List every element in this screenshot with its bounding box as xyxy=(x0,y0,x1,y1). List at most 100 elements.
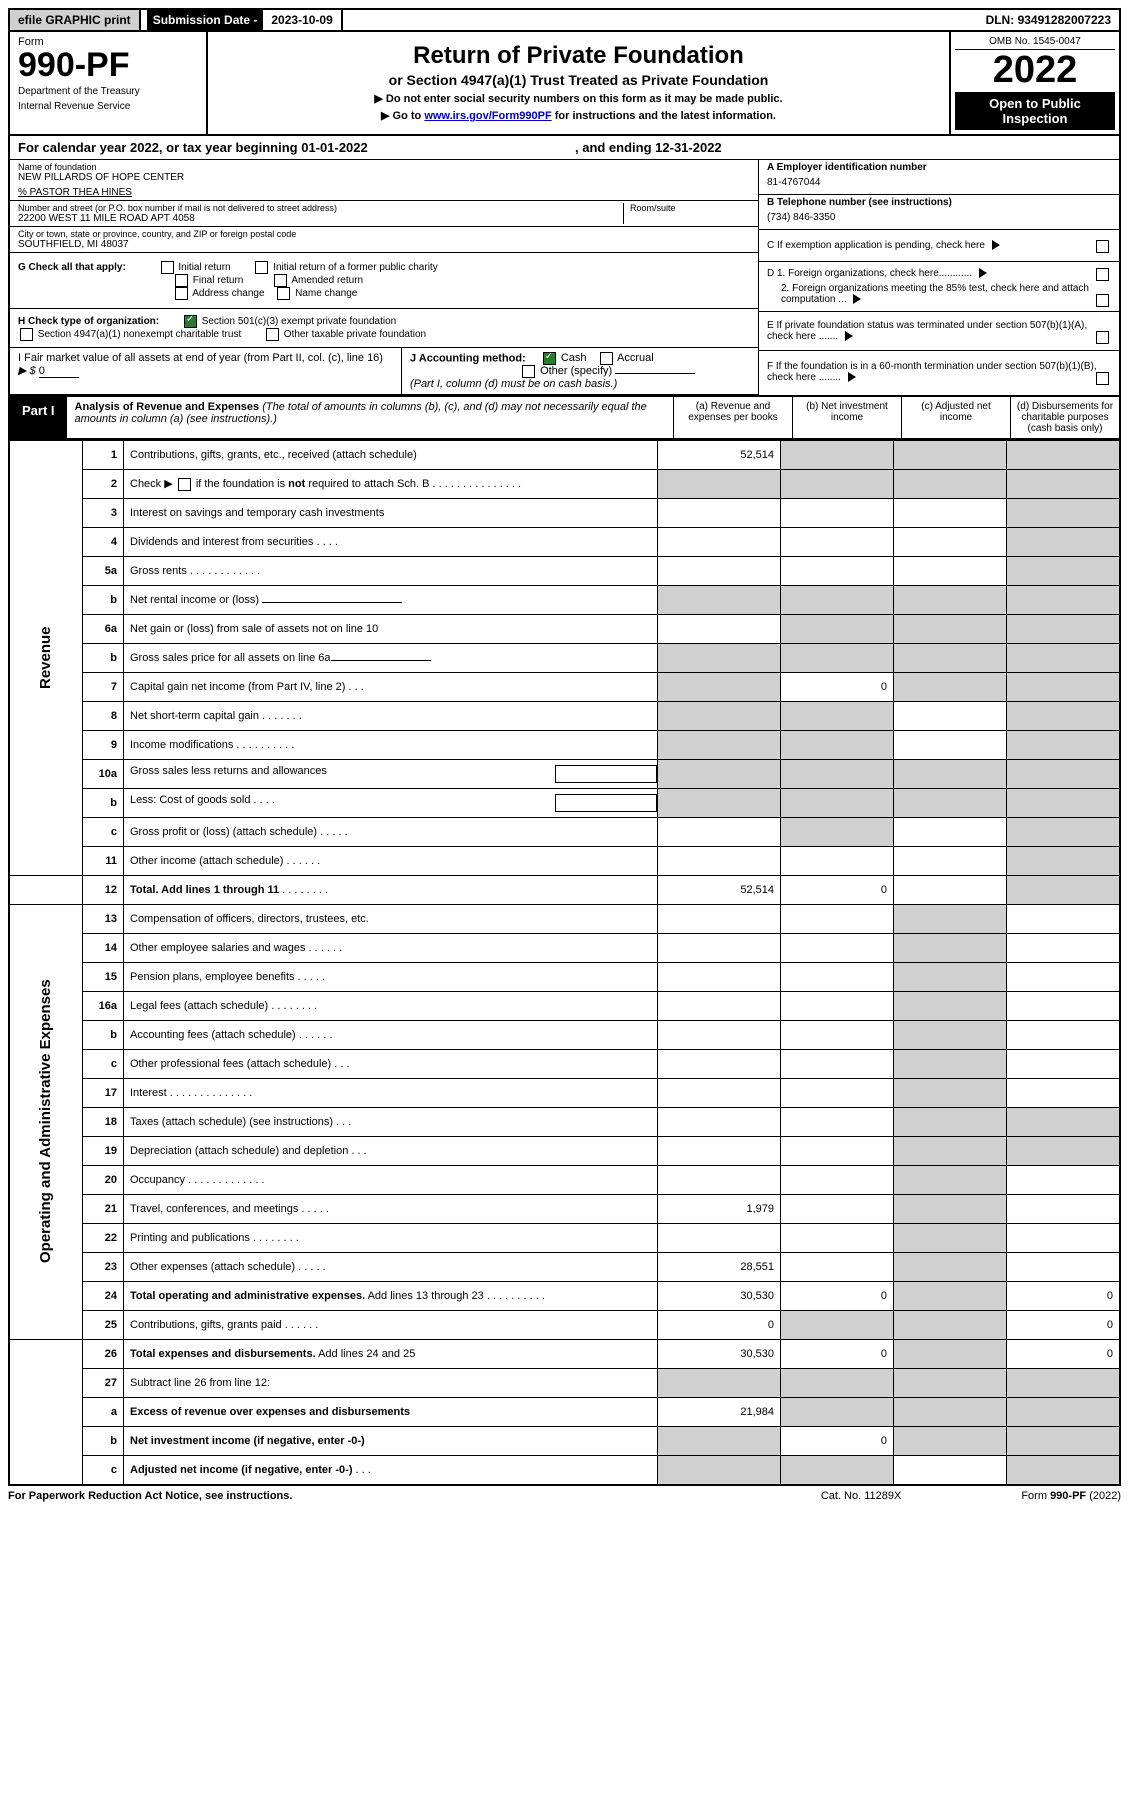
row-num: 18 xyxy=(83,1107,124,1136)
4947-checkbox[interactable] xyxy=(20,328,33,341)
room-suite-label: Room/suite xyxy=(630,203,750,213)
city-value: SOUTHFIELD, MI 48037 xyxy=(18,239,750,250)
row-desc: Capital gain net income (from Part IV, l… xyxy=(130,681,345,693)
row-num: 27 xyxy=(83,1368,124,1397)
row-num: 3 xyxy=(83,498,124,527)
amended-return-checkbox[interactable] xyxy=(274,274,287,287)
row-desc: Contributions, gifts, grants, etc., rece… xyxy=(124,440,658,469)
address-label: Number and street (or P.O. box number if… xyxy=(18,203,623,213)
irs-link[interactable]: www.irs.gov/Form990PF xyxy=(424,110,551,122)
h-label: H Check type of organization: xyxy=(18,316,159,327)
j-accrual-label: Accrual xyxy=(617,352,654,364)
initial-former-checkbox[interactable] xyxy=(255,261,268,274)
tel-value: (734) 846-3350 xyxy=(767,208,1111,227)
arrow-icon xyxy=(992,240,1000,250)
row-val-a: 28,551 xyxy=(658,1252,781,1281)
e-checkbox[interactable] xyxy=(1096,331,1109,344)
irs-label: Internal Revenue Service xyxy=(18,101,198,112)
address-change-checkbox[interactable] xyxy=(175,287,188,300)
c-checkbox[interactable] xyxy=(1096,240,1109,253)
arrow-icon xyxy=(853,294,861,304)
g-addr-label: Address change xyxy=(192,288,264,299)
ein-label: A Employer identification number xyxy=(767,162,927,173)
page-footer: For Paperwork Reduction Act Notice, see … xyxy=(8,1486,1121,1506)
row-num: 9 xyxy=(83,730,124,759)
col-d-header: (d) Disbursements for charitable purpose… xyxy=(1010,397,1119,438)
c-label: C If exemption application is pending, c… xyxy=(767,240,985,251)
row-num: c xyxy=(83,817,124,846)
row-desc: Net gain or (loss) from sale of assets n… xyxy=(124,614,658,643)
row-val-a: 30,530 xyxy=(658,1339,781,1368)
row-desc: Other professional fees (attach schedule… xyxy=(130,1058,331,1070)
row-desc: Subtract line 26 from line 12: xyxy=(124,1368,658,1397)
f-label: F If the foundation is in a 60-month ter… xyxy=(767,361,1097,383)
row-num: c xyxy=(83,1455,124,1485)
col-c-header: (c) Adjusted net income xyxy=(901,397,1010,438)
accrual-checkbox[interactable] xyxy=(600,352,613,365)
schb-checkbox[interactable] xyxy=(178,478,191,491)
row-val-a: 52,514 xyxy=(658,440,781,469)
submission-date-label: Submission Date - xyxy=(147,10,264,30)
g-name-label: Name change xyxy=(295,288,357,299)
d1-checkbox[interactable] xyxy=(1096,268,1109,281)
efile-print-button[interactable]: efile GRAPHIC print xyxy=(10,10,141,30)
501c3-checkbox[interactable] xyxy=(184,315,197,328)
arrow-icon xyxy=(848,372,856,382)
dln-value: 93491282007223 xyxy=(1018,13,1111,27)
row-num: b xyxy=(83,585,124,614)
row-desc: Occupancy xyxy=(130,1174,185,1186)
row-num: b xyxy=(83,788,124,817)
g-label: G Check all that apply: xyxy=(18,262,126,273)
row-num: 22 xyxy=(83,1223,124,1252)
other-taxable-checkbox[interactable] xyxy=(266,328,279,341)
row-desc: Taxes (attach schedule) (see instruction… xyxy=(130,1116,333,1128)
row-num: 19 xyxy=(83,1136,124,1165)
submission-date-value: 2023-10-09 xyxy=(263,10,342,30)
row-desc: Gross sales price for all assets on line… xyxy=(130,652,331,664)
form-subtitle: or Section 4947(a)(1) Trust Treated as P… xyxy=(216,72,941,88)
table-row: 2 Check ▶ if the foundation is not requi… xyxy=(9,469,1120,498)
calendar-year-row: For calendar year 2022, or tax year begi… xyxy=(8,136,1121,160)
row-desc: Net rental income or (loss) xyxy=(130,594,259,606)
row-val-d: 0 xyxy=(1007,1281,1121,1310)
row-num: 10a xyxy=(83,759,124,788)
revenue-vlabel: Revenue xyxy=(9,440,83,875)
f-checkbox[interactable] xyxy=(1096,372,1109,385)
row-desc: Printing and publications xyxy=(130,1232,250,1244)
d2-checkbox[interactable] xyxy=(1096,294,1109,307)
row-num: 14 xyxy=(83,933,124,962)
d1-label: D 1. Foreign organizations, check here..… xyxy=(767,268,972,279)
j-label: J Accounting method: xyxy=(410,352,526,364)
row-desc: Contributions, gifts, grants paid xyxy=(130,1319,282,1331)
tax-year: 2022 xyxy=(955,50,1115,92)
goto-pre: ▶ Go to xyxy=(381,110,424,122)
row-desc: Dividends and interest from securities xyxy=(130,536,313,548)
final-return-checkbox[interactable] xyxy=(175,274,188,287)
i-label: I Fair market value of all assets at end… xyxy=(18,352,383,364)
row-num: 21 xyxy=(83,1194,124,1223)
part1-header: Part I Analysis of Revenue and Expenses … xyxy=(8,397,1121,440)
j-other-label: Other (specify) xyxy=(540,365,612,377)
row-num: 5a xyxy=(83,556,124,585)
form-title: Return of Private Foundation xyxy=(216,42,941,70)
initial-return-checkbox[interactable] xyxy=(161,261,174,274)
row-num: b xyxy=(83,1426,124,1455)
g-final-label: Final return xyxy=(193,275,244,286)
row-val-a: 1,979 xyxy=(658,1194,781,1223)
col-b-header: (b) Net investment income xyxy=(792,397,901,438)
name-change-checkbox[interactable] xyxy=(277,287,290,300)
cal-mid: , and ending xyxy=(575,140,655,155)
arrow-icon xyxy=(979,268,987,278)
cal-pre: For calendar year 2022, or tax year begi… xyxy=(18,140,301,155)
h-4947-label: Section 4947(a)(1) nonexempt charitable … xyxy=(38,329,241,340)
row-desc: Other expenses (attach schedule) xyxy=(130,1261,295,1273)
row-num: c xyxy=(83,1049,124,1078)
other-method-checkbox[interactable] xyxy=(522,365,535,378)
cal-end: 12-31-2022 xyxy=(655,140,722,155)
row-num: b xyxy=(83,1020,124,1049)
ssn-warning: ▶ Do not enter social security numbers o… xyxy=(216,92,941,105)
part1-title: Analysis of Revenue and Expenses xyxy=(75,401,260,413)
g-initial-pc-label: Initial return of a former public charit… xyxy=(273,262,438,273)
row-num: 25 xyxy=(83,1310,124,1339)
cash-checkbox[interactable] xyxy=(543,352,556,365)
